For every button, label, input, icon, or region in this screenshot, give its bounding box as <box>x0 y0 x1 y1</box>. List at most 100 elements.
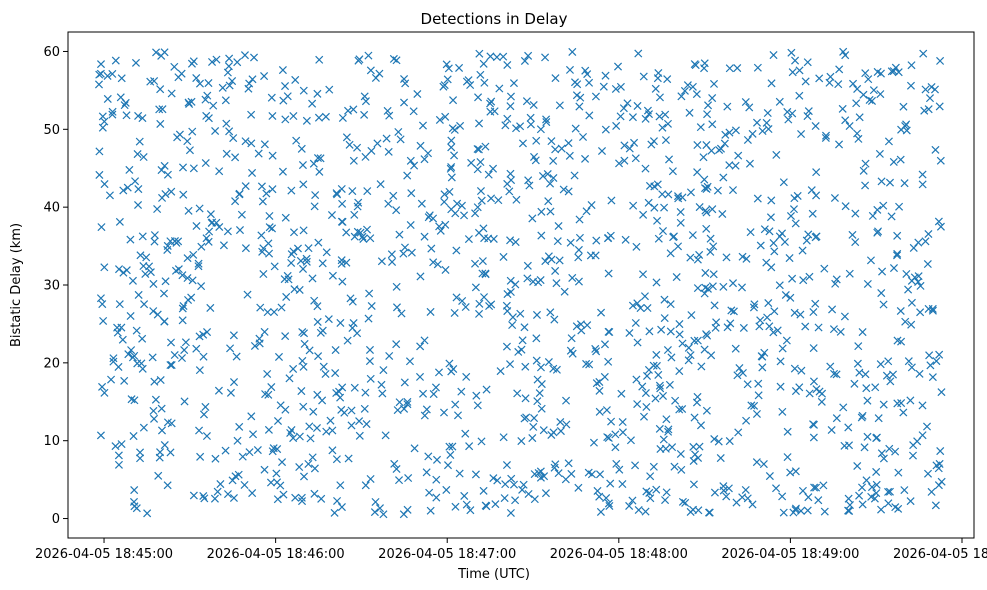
data-point <box>235 226 245 235</box>
data-point <box>775 232 784 241</box>
data-point <box>601 125 610 134</box>
data-point <box>375 504 384 513</box>
data-point <box>289 112 298 121</box>
data-point <box>840 312 849 321</box>
data-point <box>643 303 652 313</box>
data-point <box>551 74 560 83</box>
data-point <box>524 176 533 185</box>
data-point <box>202 111 211 120</box>
data-point <box>305 346 314 355</box>
data-point <box>618 417 627 427</box>
data-point <box>277 303 286 312</box>
data-point <box>841 202 850 211</box>
data-point <box>654 370 663 379</box>
data-point <box>765 227 774 236</box>
data-point <box>509 79 518 88</box>
data-point <box>789 205 798 214</box>
data-point <box>318 396 327 405</box>
data-point <box>683 81 692 90</box>
data-point <box>256 303 265 312</box>
data-point <box>665 380 674 389</box>
data-point <box>791 56 800 65</box>
data-point <box>575 102 584 111</box>
data-point <box>195 426 204 435</box>
data-point <box>696 421 706 430</box>
data-point <box>461 303 470 312</box>
data-point <box>585 360 594 369</box>
data-point <box>210 494 219 503</box>
data-point <box>639 72 648 81</box>
data-point <box>666 300 675 309</box>
data-point <box>292 136 301 145</box>
data-point <box>240 480 249 490</box>
data-point <box>233 58 242 67</box>
data-point <box>156 85 165 94</box>
data-point <box>826 72 835 81</box>
data-point <box>281 115 290 124</box>
data-point <box>183 254 192 263</box>
data-point <box>907 320 916 329</box>
data-point <box>735 364 744 373</box>
data-point <box>604 327 613 336</box>
data-point <box>407 189 416 198</box>
data-point <box>130 396 139 405</box>
data-point <box>362 225 372 234</box>
data-point <box>855 368 864 377</box>
data-point <box>731 161 740 170</box>
data-point <box>215 167 224 176</box>
data-point <box>868 211 877 220</box>
data-point <box>542 118 551 127</box>
data-point <box>710 488 719 497</box>
data-point <box>642 402 651 412</box>
data-point <box>479 224 488 233</box>
data-point <box>778 492 787 501</box>
data-point <box>532 334 541 343</box>
data-point <box>312 423 321 433</box>
data-point <box>719 282 728 291</box>
data-point <box>298 161 307 170</box>
data-point <box>358 232 367 241</box>
data-point <box>665 155 674 164</box>
data-point <box>100 388 109 397</box>
data-point <box>631 461 640 470</box>
data-point <box>710 301 719 310</box>
data-point <box>797 129 806 139</box>
data-point <box>918 170 927 179</box>
data-point <box>612 121 621 130</box>
data-point <box>163 245 172 254</box>
data-point <box>420 411 429 420</box>
data-point <box>185 146 194 155</box>
data-point <box>476 158 485 167</box>
data-point <box>552 279 561 288</box>
data-point <box>107 375 116 384</box>
data-point <box>516 309 525 318</box>
data-point <box>282 292 291 301</box>
data-point <box>274 352 283 361</box>
data-point <box>516 122 525 131</box>
data-point <box>916 308 925 317</box>
data-point <box>115 217 124 226</box>
data-point <box>884 487 893 496</box>
data-point <box>167 361 176 370</box>
data-point <box>574 483 583 492</box>
data-point <box>366 374 375 383</box>
data-point <box>486 52 495 61</box>
data-point <box>742 416 751 425</box>
data-point <box>749 303 758 312</box>
data-point <box>779 508 788 517</box>
data-point <box>446 450 455 459</box>
data-point <box>321 112 330 121</box>
data-point <box>350 210 359 219</box>
data-point <box>347 406 356 415</box>
data-point <box>671 396 680 405</box>
data-point <box>263 308 272 317</box>
data-point <box>389 191 398 200</box>
data-point <box>348 323 357 333</box>
data-point <box>206 303 215 312</box>
data-point <box>389 54 398 63</box>
data-point <box>98 112 107 121</box>
data-point <box>338 113 347 122</box>
data-point <box>117 440 126 449</box>
data-point <box>776 382 785 391</box>
